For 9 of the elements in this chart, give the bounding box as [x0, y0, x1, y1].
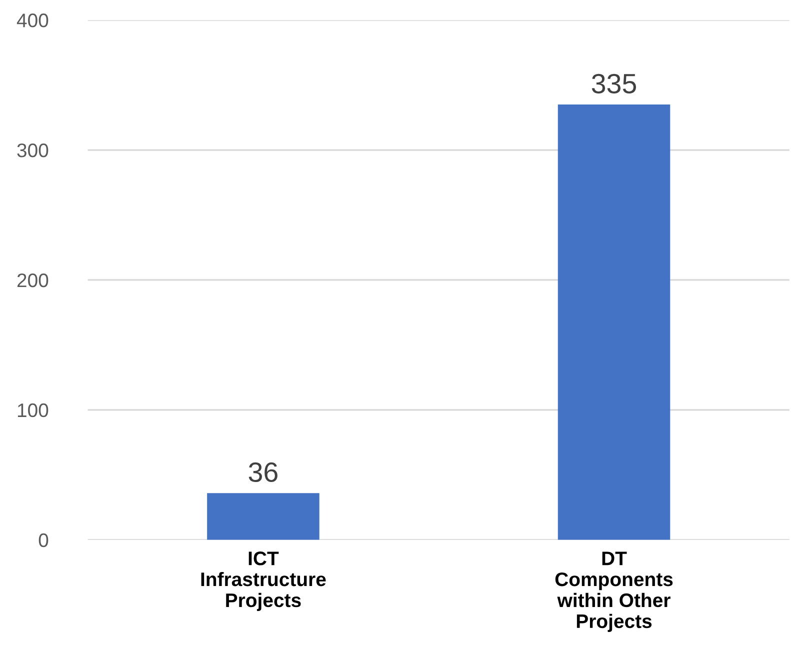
x-tick-label: DT Components within Other Projects — [555, 552, 673, 632]
y-tick-label: 400 — [16, 14, 48, 28]
y-tick-label: 0 — [38, 533, 48, 548]
data-label: 335 — [592, 74, 636, 94]
data-label: 36 — [248, 462, 278, 482]
y-tick-label: 300 — [17, 143, 48, 158]
y-tick-label: 200 — [17, 273, 48, 288]
x-tick-label: ICT Infrastructure Projects — [201, 552, 326, 612]
y-tick-label: 100 — [18, 403, 48, 418]
